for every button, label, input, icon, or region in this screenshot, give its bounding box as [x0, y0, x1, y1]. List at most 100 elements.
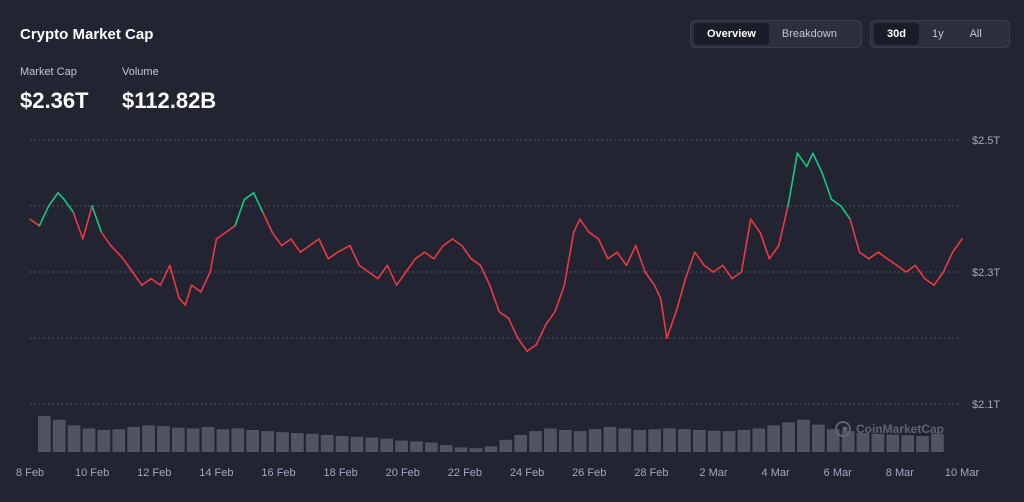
- line-segment: [840, 205, 851, 220]
- coinmarketcap-logo-icon: [835, 421, 851, 437]
- x-tick-label: 26 Feb: [572, 467, 606, 479]
- line-segment: [616, 251, 628, 267]
- line-segment: [470, 257, 482, 267]
- y-tick-label: $2.1T: [972, 399, 1000, 411]
- line-segment: [442, 238, 454, 247]
- volume-bar: [246, 429, 260, 452]
- range-all[interactable]: All: [969, 28, 982, 40]
- range-30d[interactable]: 30d: [874, 23, 919, 45]
- volume-bar: [67, 425, 81, 452]
- line-segment: [184, 284, 193, 306]
- line-segment: [318, 238, 330, 260]
- line-segment: [377, 264, 389, 280]
- market-cap-value: $2.36T: [20, 88, 89, 113]
- tab-breakdown[interactable]: Breakdown: [781, 28, 837, 40]
- line-segment: [905, 264, 917, 273]
- volume-bar: [186, 428, 200, 452]
- line-segment: [731, 271, 743, 280]
- volume-bar: [826, 429, 840, 452]
- line-segment: [29, 218, 41, 227]
- x-tick-label: 28 Feb: [634, 467, 668, 479]
- watermark: CoinMarketCap: [835, 421, 944, 437]
- line-segment: [479, 264, 491, 287]
- line-segment: [951, 238, 963, 253]
- market-cap-label: Market Cap: [20, 66, 77, 78]
- volume-bar: [201, 426, 215, 452]
- volume-bar: [157, 426, 170, 452]
- y-gridlines: [30, 139, 962, 405]
- line-segment: [933, 271, 945, 287]
- volume-bar: [812, 424, 825, 452]
- line-segment: [812, 152, 824, 174]
- volume-bar: [544, 428, 557, 452]
- volume-bar: [782, 422, 795, 452]
- tab-overview[interactable]: Overview: [694, 23, 769, 45]
- x-tick-label: 8 Mar: [886, 467, 914, 479]
- line-segment: [703, 264, 715, 273]
- volume-value: $112.82B: [122, 88, 217, 113]
- x-tick-label: 22 Feb: [448, 467, 482, 479]
- line-segment: [607, 251, 618, 260]
- line-segment: [768, 244, 780, 260]
- line-segment: [886, 257, 898, 267]
- line-segment: [82, 205, 93, 240]
- line-segment: [280, 238, 292, 247]
- line-segment: [367, 271, 379, 280]
- line-segment: [914, 264, 926, 280]
- line-segment: [358, 264, 370, 273]
- volume-bar: [425, 442, 438, 452]
- line-segment: [224, 225, 236, 234]
- volume-bar: [797, 419, 810, 452]
- x-tick-label: 8 Feb: [16, 467, 44, 479]
- line-segment: [787, 152, 799, 207]
- line-segment: [579, 218, 591, 234]
- x-tick-label: 16 Feb: [261, 467, 295, 479]
- line-segment: [308, 238, 320, 247]
- line-segment: [796, 152, 808, 168]
- volume-bar: [97, 429, 111, 452]
- line-segment: [299, 244, 311, 253]
- line-segment: [666, 310, 677, 339]
- line-segment: [200, 271, 211, 293]
- volume-bar: [529, 431, 542, 452]
- volume-bar: [454, 447, 468, 452]
- line-segment: [461, 244, 472, 260]
- volume-bar: [499, 439, 513, 452]
- line-segment: [942, 251, 954, 273]
- line-segment: [38, 205, 50, 227]
- volume-bar: [707, 430, 721, 452]
- volume-bar: [38, 415, 51, 452]
- volume-bar: [856, 433, 870, 452]
- volume-bar: [142, 425, 155, 452]
- x-axis-ticks: 8 Feb 10 Feb 12 Feb 14 Feb 16 Feb 18 Feb 20 Fe…: [16, 467, 980, 479]
- line-segment: [554, 284, 566, 313]
- volume-bar: [305, 433, 319, 452]
- line-segment: [597, 238, 609, 260]
- volume-bar: [484, 446, 498, 452]
- line-segment: [423, 251, 435, 260]
- volume-bar: [871, 433, 885, 452]
- line-segment: [588, 231, 600, 240]
- volume-bar: [395, 440, 408, 452]
- line-segment: [867, 251, 879, 260]
- range-1y[interactable]: 1y: [931, 28, 944, 40]
- volume-bar: [291, 433, 304, 452]
- line-segment: [72, 211, 84, 240]
- line-segment: [516, 337, 528, 353]
- line-segment: [349, 244, 361, 267]
- line-segment: [63, 198, 75, 214]
- volume-bar: [514, 434, 527, 452]
- volume-bar: [82, 428, 96, 452]
- volume-bar: [663, 428, 676, 452]
- line-segment: [563, 231, 575, 287]
- line-segment: [169, 264, 180, 300]
- volume-bar: [588, 429, 602, 452]
- volume-bar: [365, 437, 379, 452]
- line-segment: [740, 218, 752, 273]
- line-segment: [209, 238, 218, 273]
- volume-label: Volume: [122, 66, 159, 78]
- line-segment: [327, 251, 339, 260]
- line-segment: [290, 238, 302, 253]
- line-segment: [498, 310, 510, 320]
